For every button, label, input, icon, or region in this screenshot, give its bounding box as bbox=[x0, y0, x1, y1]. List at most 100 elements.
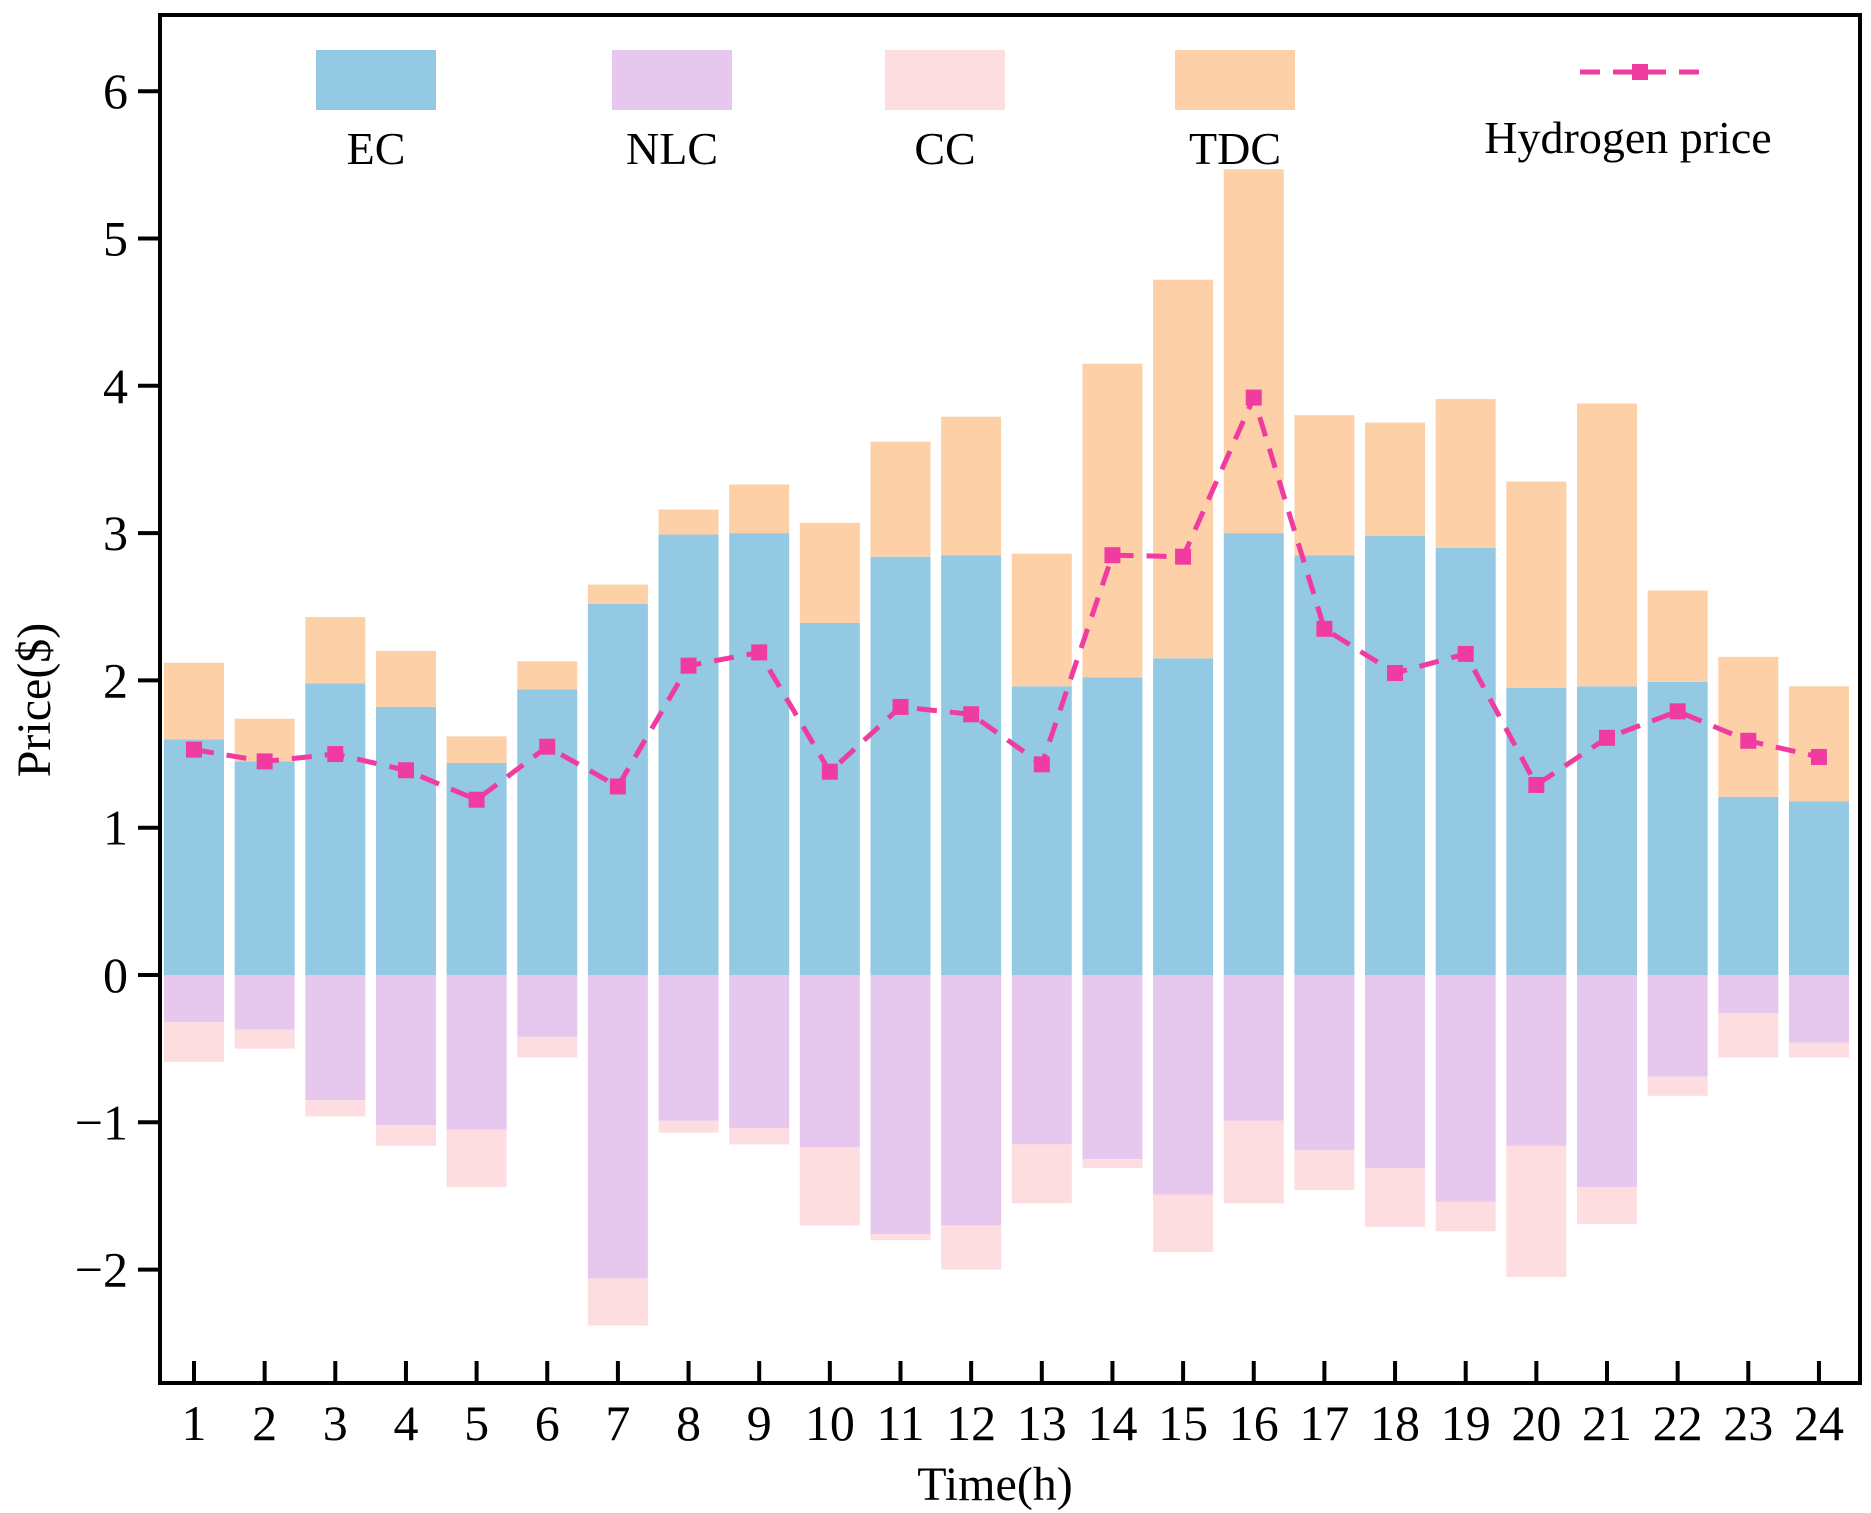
hydrogen-price-marker-23 bbox=[1740, 732, 1757, 749]
bar-nlc-17 bbox=[1294, 975, 1355, 1151]
bar-cc-6 bbox=[517, 1036, 578, 1058]
bar-cc-18 bbox=[1365, 1167, 1426, 1227]
bar-nlc-2 bbox=[234, 975, 295, 1030]
hydrogen-price-line-layer bbox=[186, 389, 1827, 808]
bar-ec-13 bbox=[1011, 686, 1072, 975]
bar-cc-15 bbox=[1153, 1194, 1214, 1252]
bar-cc-9 bbox=[729, 1128, 790, 1145]
bar-ec-17 bbox=[1294, 555, 1355, 975]
bar-ec-9 bbox=[729, 533, 790, 975]
bar-nlc-5 bbox=[446, 975, 507, 1130]
x-tick-label: 20 bbox=[1511, 1395, 1561, 1451]
bar-tdc-22 bbox=[1647, 590, 1708, 682]
bar-nlc-16 bbox=[1223, 975, 1284, 1121]
y-tick-label: 3 bbox=[103, 505, 128, 561]
x-tick-label: 2 bbox=[252, 1395, 277, 1451]
y-tick-label: 5 bbox=[103, 211, 128, 267]
bar-tdc-23 bbox=[1718, 656, 1779, 797]
x-tick-label: 5 bbox=[464, 1395, 489, 1451]
bar-tdc-1 bbox=[164, 662, 224, 740]
bar-ec-23 bbox=[1718, 796, 1779, 975]
x-tick-label: 22 bbox=[1653, 1395, 1703, 1451]
bar-ec-22 bbox=[1647, 681, 1708, 975]
hydrogen-price-marker-14 bbox=[1104, 547, 1121, 564]
bar-tdc-6 bbox=[517, 661, 578, 690]
x-tick-label: 9 bbox=[747, 1395, 772, 1451]
x-axis: 1 2 3 4 5 6 7 8 9 10 11 12 13 14 15 16 17 18 19 20 21 22 23 24 bbox=[182, 1361, 1844, 1451]
bar-ec-20 bbox=[1506, 687, 1567, 975]
hydrogen-price-marker-7 bbox=[609, 778, 626, 795]
bar-nlc-6 bbox=[517, 975, 578, 1037]
bar-tdc-17 bbox=[1294, 415, 1355, 556]
bar-nlc-20 bbox=[1506, 975, 1567, 1146]
legend-swatch-cc bbox=[885, 50, 1005, 110]
hydrogen-price-marker-9 bbox=[751, 644, 768, 661]
bar-tdc-13 bbox=[1011, 553, 1072, 687]
bar-cc-16 bbox=[1223, 1120, 1284, 1204]
legend-swatch-ec bbox=[316, 50, 436, 110]
y-axis-title: Price($) bbox=[8, 623, 61, 778]
hydrogen-price-marker-21 bbox=[1599, 729, 1615, 746]
bar-tdc-20 bbox=[1506, 481, 1567, 688]
hydrogen-price-marker-10 bbox=[821, 763, 838, 780]
bar-cc-17 bbox=[1294, 1150, 1355, 1191]
bar-nlc-10 bbox=[799, 975, 860, 1148]
plot-frame bbox=[158, 13, 1862, 1385]
bar-nlc-24 bbox=[1788, 975, 1849, 1043]
y-tick-label: −2 bbox=[75, 1242, 128, 1298]
hydrogen-price-marker-13 bbox=[1033, 756, 1050, 773]
y-tick-label: 4 bbox=[103, 358, 128, 414]
y-tick-label: 1 bbox=[103, 800, 128, 856]
bar-cc-23 bbox=[1718, 1013, 1779, 1058]
bar-nlc-4 bbox=[375, 975, 436, 1126]
bar-ec-8 bbox=[658, 534, 719, 975]
y-tick-label: 0 bbox=[103, 947, 128, 1003]
y-tick-label: −1 bbox=[75, 1094, 128, 1150]
legend-label-cc: CC bbox=[914, 123, 975, 174]
hydrogen-price-marker-11 bbox=[892, 698, 909, 715]
x-tick-label: 3 bbox=[323, 1395, 348, 1451]
bar-cc-7 bbox=[587, 1278, 648, 1326]
legend-label-nlc: NLC bbox=[626, 123, 718, 174]
hydrogen-price-line bbox=[193, 390, 1820, 803]
bar-tdc-24 bbox=[1788, 686, 1849, 802]
bar-nlc-15 bbox=[1153, 975, 1214, 1195]
bar-cc-24 bbox=[1788, 1042, 1849, 1058]
y-tick-label: 2 bbox=[103, 652, 128, 708]
bar-nlc-23 bbox=[1718, 975, 1779, 1014]
bar-nlc-7 bbox=[587, 975, 648, 1279]
hydrogen-price-marker-20 bbox=[1528, 776, 1545, 793]
bar-tdc-19 bbox=[1435, 399, 1496, 548]
bar-cc-3 bbox=[305, 1100, 366, 1117]
bar-ec-18 bbox=[1365, 536, 1426, 975]
x-axis-title: Time(h) bbox=[917, 1458, 1073, 1511]
hydrogen-price-marker-22 bbox=[1669, 703, 1686, 720]
hydrogen-price-marker-6 bbox=[539, 738, 556, 755]
x-tick-label: 10 bbox=[805, 1395, 855, 1451]
legend-label-ec: EC bbox=[347, 123, 406, 174]
bar-nlc-13 bbox=[1011, 975, 1072, 1145]
x-tick-label: 7 bbox=[605, 1395, 630, 1451]
bar-tdc-15 bbox=[1153, 279, 1214, 659]
bar-nlc-1 bbox=[164, 975, 224, 1023]
bar-tdc-3 bbox=[305, 617, 366, 684]
x-tick-label: 21 bbox=[1582, 1395, 1632, 1451]
bar-nlc-21 bbox=[1577, 975, 1637, 1188]
hydrogen-price-marker-19 bbox=[1457, 645, 1474, 662]
x-tick-label: 8 bbox=[676, 1395, 701, 1451]
bar-nlc-8 bbox=[658, 975, 719, 1121]
y-axis: −2 −1 0 1 2 3 4 5 6 bbox=[75, 63, 160, 1298]
x-tick-label: 24 bbox=[1794, 1395, 1844, 1451]
bar-ec-3 bbox=[305, 683, 366, 975]
hydrogen-price-marker-4 bbox=[397, 762, 414, 779]
bar-ec-12 bbox=[941, 555, 1002, 975]
bar-cc-5 bbox=[446, 1129, 507, 1188]
bar-nlc-3 bbox=[305, 975, 366, 1101]
bar-ec-16 bbox=[1223, 533, 1284, 975]
bar-cc-4 bbox=[375, 1125, 436, 1146]
bar-nlc-11 bbox=[870, 975, 931, 1235]
legend-label-hydrogen-price: Hydrogen price bbox=[1484, 112, 1771, 163]
bar-ec-24 bbox=[1788, 801, 1849, 975]
x-tick-label: 14 bbox=[1087, 1395, 1137, 1451]
bar-tdc-7 bbox=[587, 584, 648, 604]
